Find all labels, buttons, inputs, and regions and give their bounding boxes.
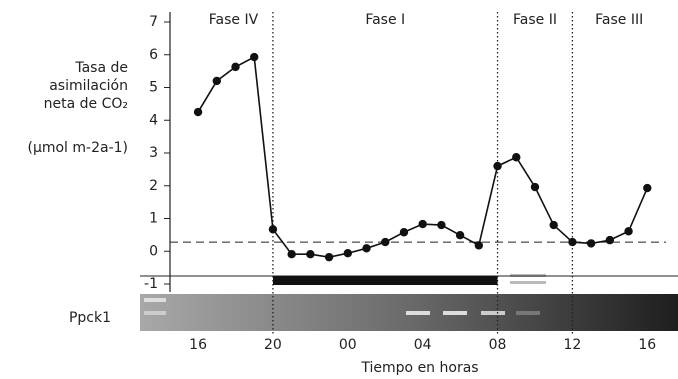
gel-band xyxy=(144,298,166,302)
data-point xyxy=(213,77,221,85)
data-point xyxy=(194,108,202,116)
data-point xyxy=(624,227,632,235)
data-point xyxy=(287,250,295,258)
chart: Ppck1 Tasa de asimilación neta de CO₂ (µ… xyxy=(0,0,678,379)
data-point xyxy=(437,221,445,229)
data-point xyxy=(306,250,314,258)
x-label: Tiempo en horas xyxy=(360,360,478,376)
x-tick-label: 04 xyxy=(414,337,432,353)
y-units: (µmol m-2a-1) xyxy=(27,140,128,156)
data-point xyxy=(587,239,595,247)
data-point xyxy=(400,228,408,236)
data-point xyxy=(512,153,520,161)
x-tick-label: 16 xyxy=(638,337,656,353)
data-point xyxy=(381,238,389,246)
y-tick-label: 0 xyxy=(149,243,158,259)
gel-band xyxy=(516,311,540,315)
dark-period xyxy=(273,276,498,285)
y-tick-label: 1 xyxy=(149,211,158,227)
x-tick-label: 00 xyxy=(339,337,357,353)
y-label: Tasa de xyxy=(74,60,128,76)
x-tick-label: 08 xyxy=(489,337,507,353)
y-tick-label: 7 xyxy=(149,14,158,30)
data-point xyxy=(344,249,352,257)
data-point xyxy=(475,241,483,249)
gel-band xyxy=(406,311,430,315)
data-point xyxy=(493,162,501,170)
x-tick-label: 20 xyxy=(264,337,282,353)
data-point xyxy=(456,231,464,239)
x-tick-label: 16 xyxy=(189,337,207,353)
data-point xyxy=(418,220,426,228)
data-point xyxy=(362,244,370,252)
phase-label: Fase II xyxy=(513,12,557,28)
data-point xyxy=(269,225,277,233)
y-tick-label: 3 xyxy=(149,145,158,161)
y-label: neta de CO₂ xyxy=(44,96,128,112)
data-point xyxy=(250,53,258,61)
data-point xyxy=(606,236,614,244)
y-tick-label: 2 xyxy=(149,178,158,194)
x-tick-label: 12 xyxy=(564,337,582,353)
y-tick-label: 4 xyxy=(149,112,158,128)
gel-label: Ppck1 xyxy=(69,310,111,326)
y-tick-label: 5 xyxy=(149,80,158,96)
y-label: asimilación xyxy=(49,78,128,94)
data-point xyxy=(568,238,576,246)
phase-label: Fase I xyxy=(365,12,405,28)
data-point xyxy=(643,184,651,192)
y-tick-label: 6 xyxy=(149,47,158,63)
light-marker xyxy=(510,281,546,284)
data-point xyxy=(231,63,239,71)
phase-label: Fase III xyxy=(595,12,643,28)
gel-band xyxy=(443,311,467,315)
gel-band xyxy=(144,311,166,315)
gel-band xyxy=(481,311,505,315)
phase-label: Fase IV xyxy=(209,12,259,28)
data-point xyxy=(531,183,539,191)
y-tick-label: -1 xyxy=(144,276,158,292)
data-point xyxy=(325,253,333,261)
data-point xyxy=(549,221,557,229)
